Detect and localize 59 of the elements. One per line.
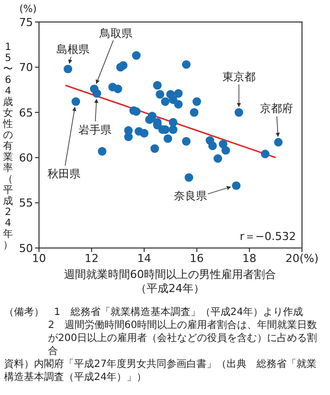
- y-tick-label: 60: [19, 152, 33, 165]
- text: 2 週間労働時間60時間以上の雇用者割合は、年間就業日数が200日以上の雇用者（会社などの役員を含む）に占める割合: [47, 319, 318, 358]
- point: [260, 150, 270, 158]
- annotation: 岩手県: [78, 123, 112, 136]
- point: [92, 89, 102, 98]
- annotation: r＝−0.532: [240, 230, 296, 243]
- point: [72, 97, 80, 106]
- y-tick-label: 65: [19, 106, 33, 120]
- x-tick-label: 18: [242, 252, 256, 265]
- point: [150, 144, 160, 153]
- point: [174, 100, 183, 109]
- x-tick-label: 10: [32, 252, 46, 265]
- point: [156, 90, 164, 99]
- point: [168, 95, 178, 104]
- x-tick-label: 14: [137, 252, 152, 265]
- point: [182, 137, 191, 146]
- point: [153, 80, 162, 90]
- point: [132, 107, 141, 116]
- annotation: 鳥取県: [98, 26, 133, 40]
- y-tick-label: 50: [19, 242, 33, 255]
- point: [232, 181, 241, 190]
- y-tick-label: 75: [19, 16, 33, 29]
- x-tick-label: 12: [84, 252, 99, 265]
- point: [114, 84, 122, 94]
- text: 15〜64歳女性の有業率（平成24年）: [3, 42, 13, 251]
- point: [208, 142, 217, 150]
- point: [192, 97, 202, 106]
- point: [190, 108, 198, 117]
- annotation: 島根県: [56, 43, 90, 56]
- text: （備考） 1 総務省「就業構造基本調査」（平成24年）より作成: [4, 306, 304, 319]
- point: [164, 134, 172, 143]
- point: [168, 125, 178, 134]
- x-axis-title: 週間就業時間60時間以上の男性雇用者割合（平成24年）: [63, 268, 277, 296]
- x-tick-label: 16: [190, 252, 204, 265]
- point: [148, 112, 156, 120]
- point: [234, 108, 244, 117]
- point: [184, 173, 194, 182]
- point: [124, 132, 133, 142]
- point: [64, 64, 72, 74]
- point: [98, 146, 106, 156]
- annotation: 東京都: [222, 70, 256, 84]
- point: [160, 97, 170, 106]
- point: [182, 60, 191, 69]
- point: [168, 118, 178, 127]
- point: [221, 146, 230, 155]
- point: [274, 138, 283, 147]
- point: [174, 89, 183, 98]
- annotation: 秋田県: [47, 168, 80, 181]
- text: 資料）内閣府「平成27年度男女共同参画白書」（出典 総務省「就業構造基本調査（平成24年）」）: [4, 358, 318, 384]
- annotation: 奈良県: [174, 190, 207, 203]
- point: [118, 61, 128, 70]
- text: (%): [19, 4, 37, 15]
- y-tick-label: 55: [19, 196, 33, 210]
- point: [132, 51, 141, 60]
- point: [214, 154, 222, 163]
- point: [140, 128, 148, 138]
- x-tick-label: 20(%): [285, 252, 319, 265]
- annotation: 京都府: [260, 102, 293, 116]
- y-tick-label: 70: [19, 61, 33, 74]
